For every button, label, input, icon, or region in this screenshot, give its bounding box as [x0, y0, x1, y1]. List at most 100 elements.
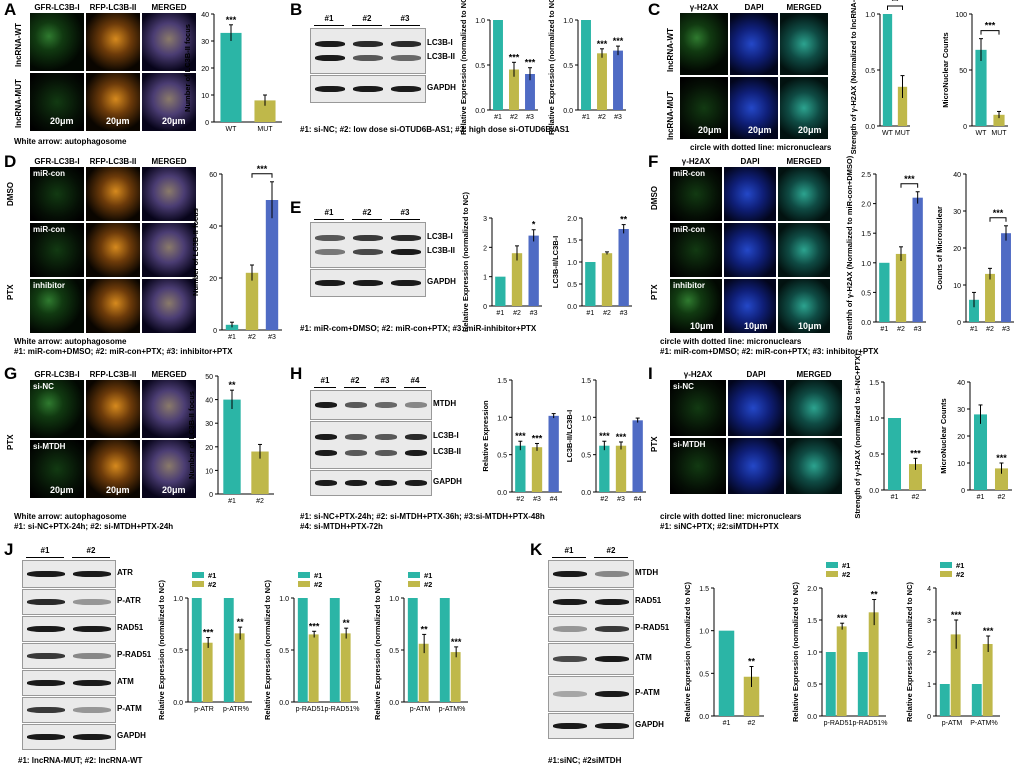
- y-tick-label: 0.5: [699, 671, 709, 678]
- band-label-k-5: GAPDH: [635, 720, 664, 729]
- x-tick-label: #2: [516, 496, 524, 503]
- scale-label-f-3: 10μm: [798, 321, 822, 331]
- blot-strip-h-3: [310, 470, 432, 496]
- band-label-j-2: RAD51: [117, 623, 144, 632]
- significance-mark: ***: [509, 52, 520, 62]
- y-tick-label: 40: [209, 224, 217, 231]
- micrograph-g-r2-merged: [142, 440, 196, 498]
- caption-i-1: circle with dotted line: micronuclears: [660, 512, 802, 521]
- micrograph-f-r3-dapi: [724, 279, 776, 333]
- bar: [525, 74, 535, 110]
- panel-letter-a: A: [4, 0, 17, 19]
- bar: [882, 14, 893, 126]
- y-tick-label: 10: [205, 468, 213, 475]
- x-tick-label: #3: [268, 334, 276, 341]
- scale-label-g-2: 20μm: [106, 485, 130, 495]
- x-tick-label: #1: [586, 310, 594, 317]
- bar: [939, 684, 950, 716]
- significance-mark: ***: [993, 208, 1004, 218]
- chart-j3: 0.0 0.5 1.0 Relative Expression (normalized…: [373, 571, 468, 720]
- lane-label-b-3: #3: [400, 14, 410, 23]
- micrograph-d-r1-green: [30, 167, 84, 221]
- y-axis-label: MicroNuclear Counts: [941, 32, 950, 107]
- y-tick-label: 1.5: [581, 378, 591, 385]
- band: [73, 734, 111, 740]
- significance-mark: ***: [203, 628, 214, 638]
- y-tick-label: 1.0: [497, 415, 507, 422]
- lane-underline: [404, 387, 426, 388]
- bar: [265, 200, 279, 330]
- x-tick-label: #2: [248, 334, 256, 341]
- y-tick-label: 0.5: [581, 453, 591, 460]
- caption-b: #1: si-NC; #2: low dose si-OTUD6B-AS1; #…: [300, 125, 570, 134]
- y-tick-label: 10: [201, 93, 209, 100]
- lane-underline: [26, 557, 64, 558]
- micrograph-i-r1-dapi: [728, 380, 784, 436]
- y-tick-label: 1.0: [807, 650, 817, 657]
- y-axis-label: Number of LC3B-II focus: [183, 24, 192, 112]
- band-label-h-0: MTDH: [433, 399, 457, 408]
- band-label-j-4: ATM: [117, 677, 134, 686]
- blot-strip-j-3: [22, 616, 116, 642]
- band-label-j-5: P-ATM: [117, 704, 142, 713]
- band: [27, 599, 65, 605]
- bar: [895, 253, 907, 322]
- y-tick-label: 1.0: [567, 260, 577, 267]
- y-tick-label: 1.5: [497, 378, 507, 385]
- bar: [493, 20, 503, 110]
- bar: [836, 626, 847, 716]
- bar: [495, 276, 506, 306]
- band: [73, 571, 111, 577]
- micrograph-d-r3-merged: [142, 279, 196, 333]
- x-tick-label: #1: [228, 334, 236, 341]
- micrograph-a-wt-red: [86, 13, 140, 71]
- band-label-j-1: P-ATR: [117, 596, 141, 605]
- y-tick-label: 0.0: [563, 108, 573, 115]
- header-g-3: MERGED: [151, 370, 187, 379]
- bar: [993, 114, 1005, 126]
- band: [315, 249, 345, 256]
- x-tick-label: #4: [550, 496, 558, 503]
- bar: [975, 49, 987, 127]
- row-label-d-2: miR-con: [33, 225, 65, 234]
- significance-mark: ***: [904, 174, 915, 184]
- header-g-2: RFP-LC3B-II: [89, 370, 137, 379]
- y-tick-label: 0.0: [497, 490, 507, 497]
- chart-g1: 0 10 20 30 40 50 Number of LC3B-II focus #1 #2 **: [187, 374, 274, 505]
- row-label-d-3: inhibitor: [33, 281, 65, 290]
- lane-underline: [352, 219, 382, 220]
- legend-label: #2: [314, 580, 322, 589]
- panel-letter-b: B: [290, 0, 303, 19]
- bar: [857, 652, 868, 716]
- panel-letter-k: K: [530, 540, 543, 559]
- micrograph-d-r2-green: [30, 223, 84, 277]
- caption-d-2: #1: miR-com+DMSO; #2: miR-con+PTX; #3: i…: [14, 347, 233, 356]
- legend-swatch: [826, 571, 838, 577]
- y-tick-label: 30: [205, 421, 213, 428]
- y-tick-label: 2: [483, 245, 487, 252]
- x-tick-label: p-RAD51%: [324, 706, 359, 713]
- blot-strip-j-4: [22, 643, 116, 669]
- x-tick-label: #2: [998, 494, 1006, 501]
- micrograph-i-r1-h2ax: [670, 380, 726, 436]
- header-d-2: RFP-LC3B-II: [89, 157, 137, 166]
- band: [315, 40, 345, 47]
- significance-mark: ***: [451, 637, 462, 647]
- band: [391, 234, 421, 241]
- micrograph-d-r1-red: [86, 167, 140, 221]
- significance-mark: ***: [257, 164, 268, 174]
- header-g-1: GFR-LC3B-I: [34, 370, 80, 379]
- blot-strip-h-2: [310, 421, 432, 469]
- micrograph-i-r2-h2ax: [670, 438, 726, 494]
- bar: [581, 20, 591, 110]
- bar: [615, 445, 627, 492]
- band: [73, 707, 111, 713]
- band: [595, 599, 629, 605]
- band: [353, 86, 383, 92]
- y-axis-label: Strenthh of γ-H2AX (Normalized to miR-co…: [845, 155, 854, 340]
- caption-c: circle with dotted line: micronuclears: [690, 143, 832, 152]
- legend-label: #2: [208, 580, 216, 589]
- y-tick-label: 0: [963, 124, 967, 131]
- band: [27, 734, 65, 740]
- caption-e: #1: miR-com+DMSO; #2: miR-con+PTX; #3: m…: [300, 324, 537, 333]
